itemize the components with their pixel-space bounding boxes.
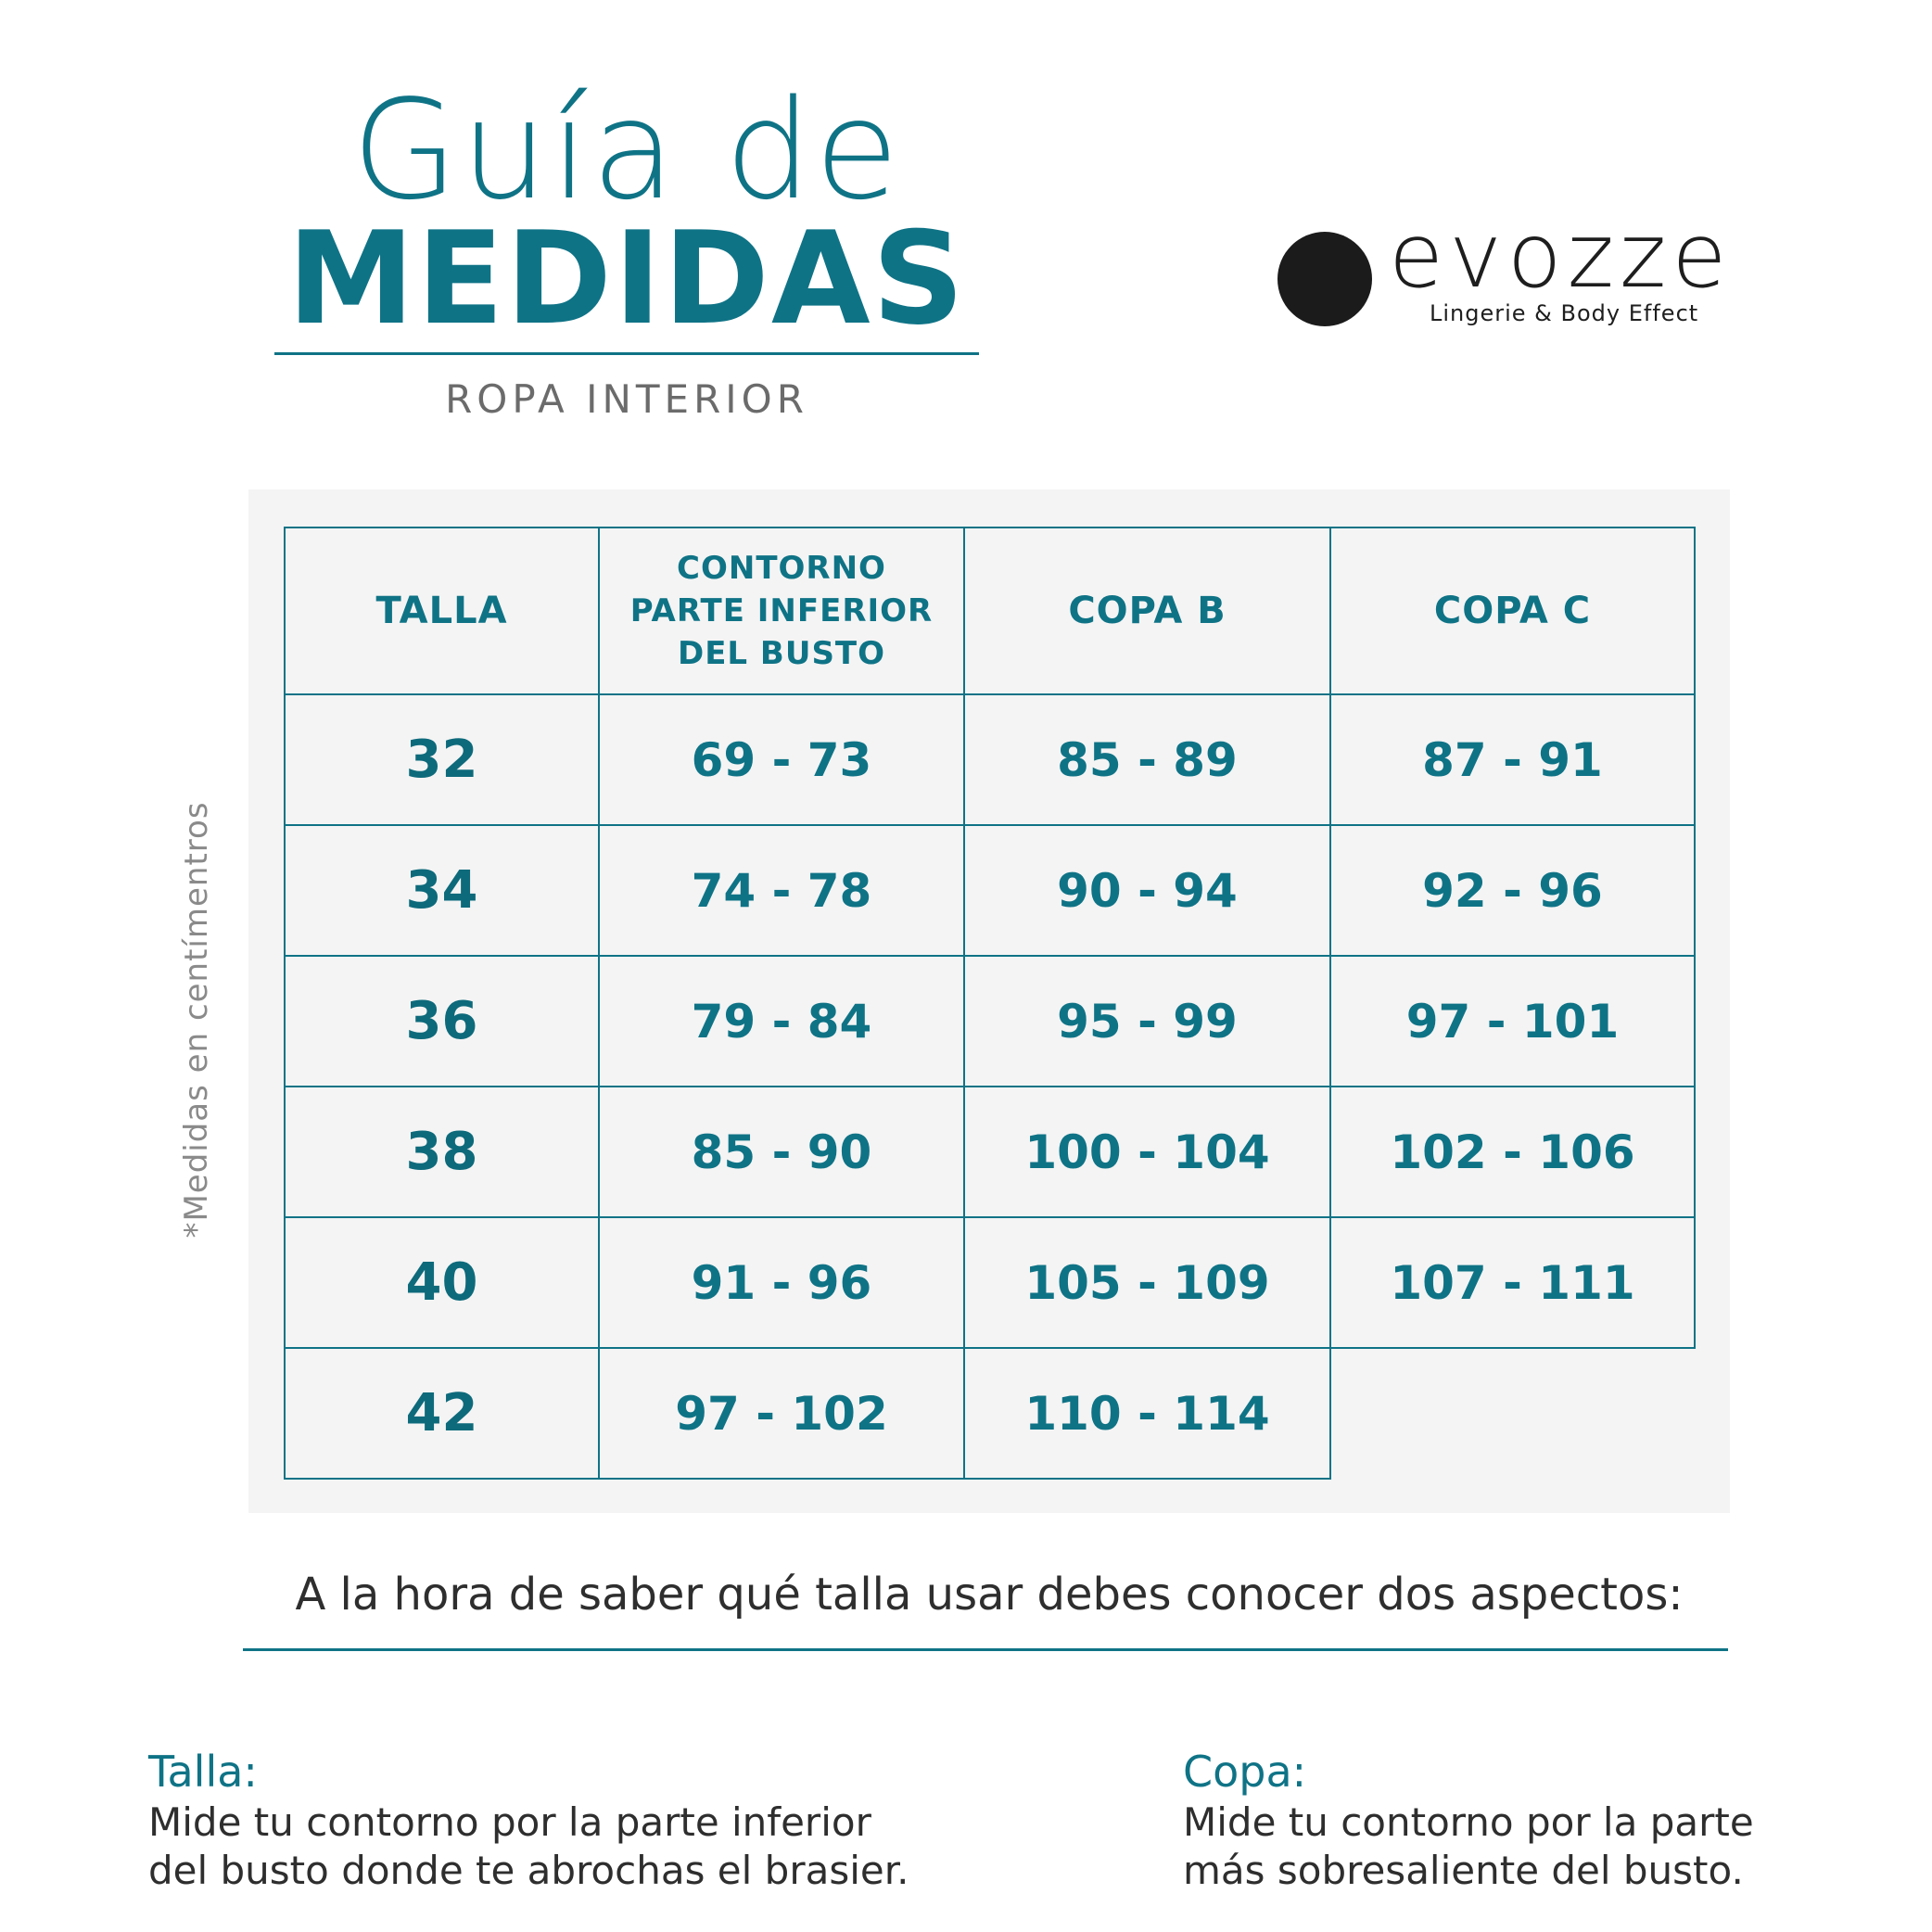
cell-contorno: 97 - 102 — [598, 1347, 965, 1480]
intro-divider — [243, 1648, 1728, 1651]
table-row: 42 97 - 102 110 - 114 — [284, 1347, 1695, 1480]
cell-copa-c: 87 - 91 — [1329, 693, 1696, 826]
header-contorno: CONTORNO PARTE INFERIOR DEL BUSTO — [598, 527, 965, 695]
copa-description: Mide tu contorno por la parte más sobres… — [1183, 1799, 1754, 1895]
brand-tagline: Lingerie & Body Effect — [1430, 300, 1699, 326]
brand-name: evozze — [1389, 204, 1733, 308]
intro-text: A la hora de saber qué talla usar debes … — [295, 1569, 1684, 1621]
header-contorno-line: CONTORNO — [677, 550, 886, 587]
subtitle: ROPA INTERIOR — [445, 376, 808, 422]
cell-contorno: 74 - 78 — [598, 824, 965, 957]
title-line-1: Guía de — [351, 70, 902, 230]
table-row: 32 69 - 73 85 - 89 87 - 91 — [284, 693, 1696, 826]
talla-line: Mide tu contorno por la parte inferior — [148, 1799, 871, 1845]
cell-copa-c: 102 - 106 — [1329, 1086, 1696, 1218]
cell-talla: 38 — [284, 1086, 600, 1218]
copa-title: Copa: — [1183, 1747, 1307, 1797]
size-table: TALLA CONTORNO PARTE INFERIOR DEL BUSTO … — [284, 527, 1696, 1480]
cell-copa-c: 92 - 96 — [1329, 824, 1696, 957]
table-row: 40 91 - 96 105 - 109 107 - 111 — [284, 1216, 1696, 1349]
cell-contorno: 79 - 84 — [598, 955, 965, 1087]
cell-talla: 32 — [284, 693, 600, 826]
cell-copa-b: 100 - 104 — [963, 1086, 1331, 1218]
brand-logo-icon — [1277, 232, 1372, 326]
header-contorno-line: PARTE INFERIOR — [629, 592, 934, 629]
cell-copa-c: 97 - 101 — [1329, 955, 1696, 1087]
title-divider — [274, 352, 979, 355]
table-row: 36 79 - 84 95 - 99 97 - 101 — [284, 955, 1696, 1087]
cell-copa-b: 85 - 89 — [963, 693, 1331, 826]
header-copa-b: COPA B — [963, 527, 1331, 695]
table-header-row: TALLA CONTORNO PARTE INFERIOR DEL BUSTO … — [284, 527, 1696, 695]
talla-line: del busto donde te abrochas el brasier. — [148, 1848, 909, 1893]
copa-line: Mide tu contorno por la parte — [1183, 1799, 1754, 1845]
talla-description: Mide tu contorno por la parte inferior d… — [148, 1799, 909, 1895]
cell-contorno: 69 - 73 — [598, 693, 965, 826]
header-copa-c: COPA C — [1329, 527, 1696, 695]
cell-copa-b: 110 - 114 — [963, 1347, 1331, 1480]
cell-talla: 40 — [284, 1216, 600, 1349]
cell-copa-c: 107 - 111 — [1329, 1216, 1696, 1349]
table-row: 34 74 - 78 90 - 94 92 - 96 — [284, 824, 1696, 957]
cell-talla: 42 — [284, 1347, 600, 1480]
table-row: 38 85 - 90 100 - 104 102 - 106 — [284, 1086, 1696, 1218]
cell-contorno: 85 - 90 — [598, 1086, 965, 1218]
cell-copa-b: 105 - 109 — [963, 1216, 1331, 1349]
title-line-2: MEDIDAS — [286, 204, 967, 353]
cell-contorno: 91 - 96 — [598, 1216, 965, 1349]
talla-title: Talla: — [148, 1747, 258, 1797]
header-contorno-line: DEL BUSTO — [677, 635, 886, 672]
cell-copa-b: 90 - 94 — [963, 824, 1331, 957]
cell-talla: 34 — [284, 824, 600, 957]
cell-copa-b: 95 - 99 — [963, 955, 1331, 1087]
cell-copa-c-empty — [1329, 1348, 1695, 1479]
units-note: *Medidas en centímentros — [178, 801, 215, 1239]
cell-talla: 36 — [284, 955, 600, 1087]
header-talla: TALLA — [284, 527, 600, 695]
copa-line: más sobresaliente del busto. — [1183, 1848, 1744, 1893]
